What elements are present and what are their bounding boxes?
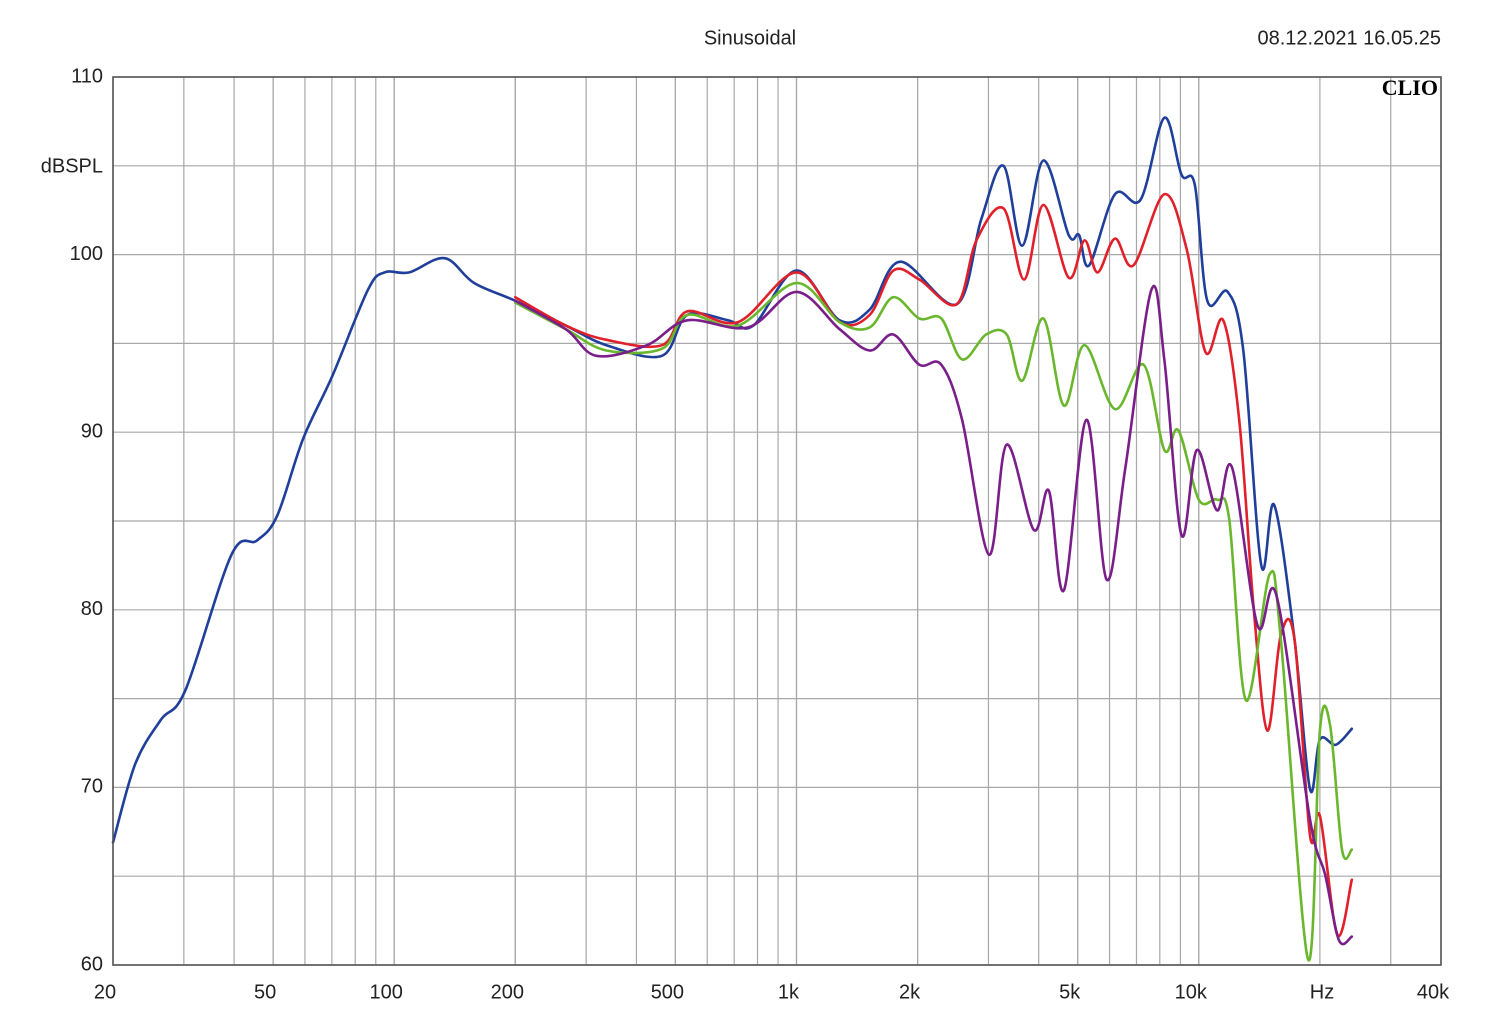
x-tick-label: 10k	[1175, 981, 1208, 1003]
chart-title: Sinusoidal	[704, 27, 796, 49]
plot-frame	[112, 76, 1442, 966]
x-tick-label: 20	[94, 981, 116, 1003]
curves	[111, 116, 1354, 962]
response-curve	[514, 281, 1354, 962]
y-axis-label: dBSPL	[41, 155, 103, 177]
x-axis-label: Hz	[1310, 981, 1334, 1003]
y-tick-label: 100	[70, 243, 103, 265]
x-tick-label: 2k	[899, 981, 921, 1003]
response-curve	[514, 284, 1354, 946]
x-tick-label: 40k	[1417, 981, 1450, 1003]
x-tick-label: 200	[491, 981, 524, 1003]
y-tick-label: 80	[81, 598, 103, 620]
y-tick-label: 110	[71, 65, 103, 87]
x-tick-label: 100	[370, 981, 403, 1003]
brand: CLIO	[1382, 75, 1438, 100]
x-tick-label: 5k	[1059, 981, 1081, 1003]
x-tick-label: 50	[254, 981, 276, 1003]
y-tick-label: 60	[81, 953, 103, 975]
timestamp: 08.12.2021 16.05.25	[1257, 27, 1441, 49]
y-tick-label: 70	[81, 776, 103, 798]
y-tick-label: 90	[81, 420, 103, 442]
x-tick-label: 500	[651, 981, 684, 1003]
x-tick-label: 1k	[778, 981, 800, 1003]
